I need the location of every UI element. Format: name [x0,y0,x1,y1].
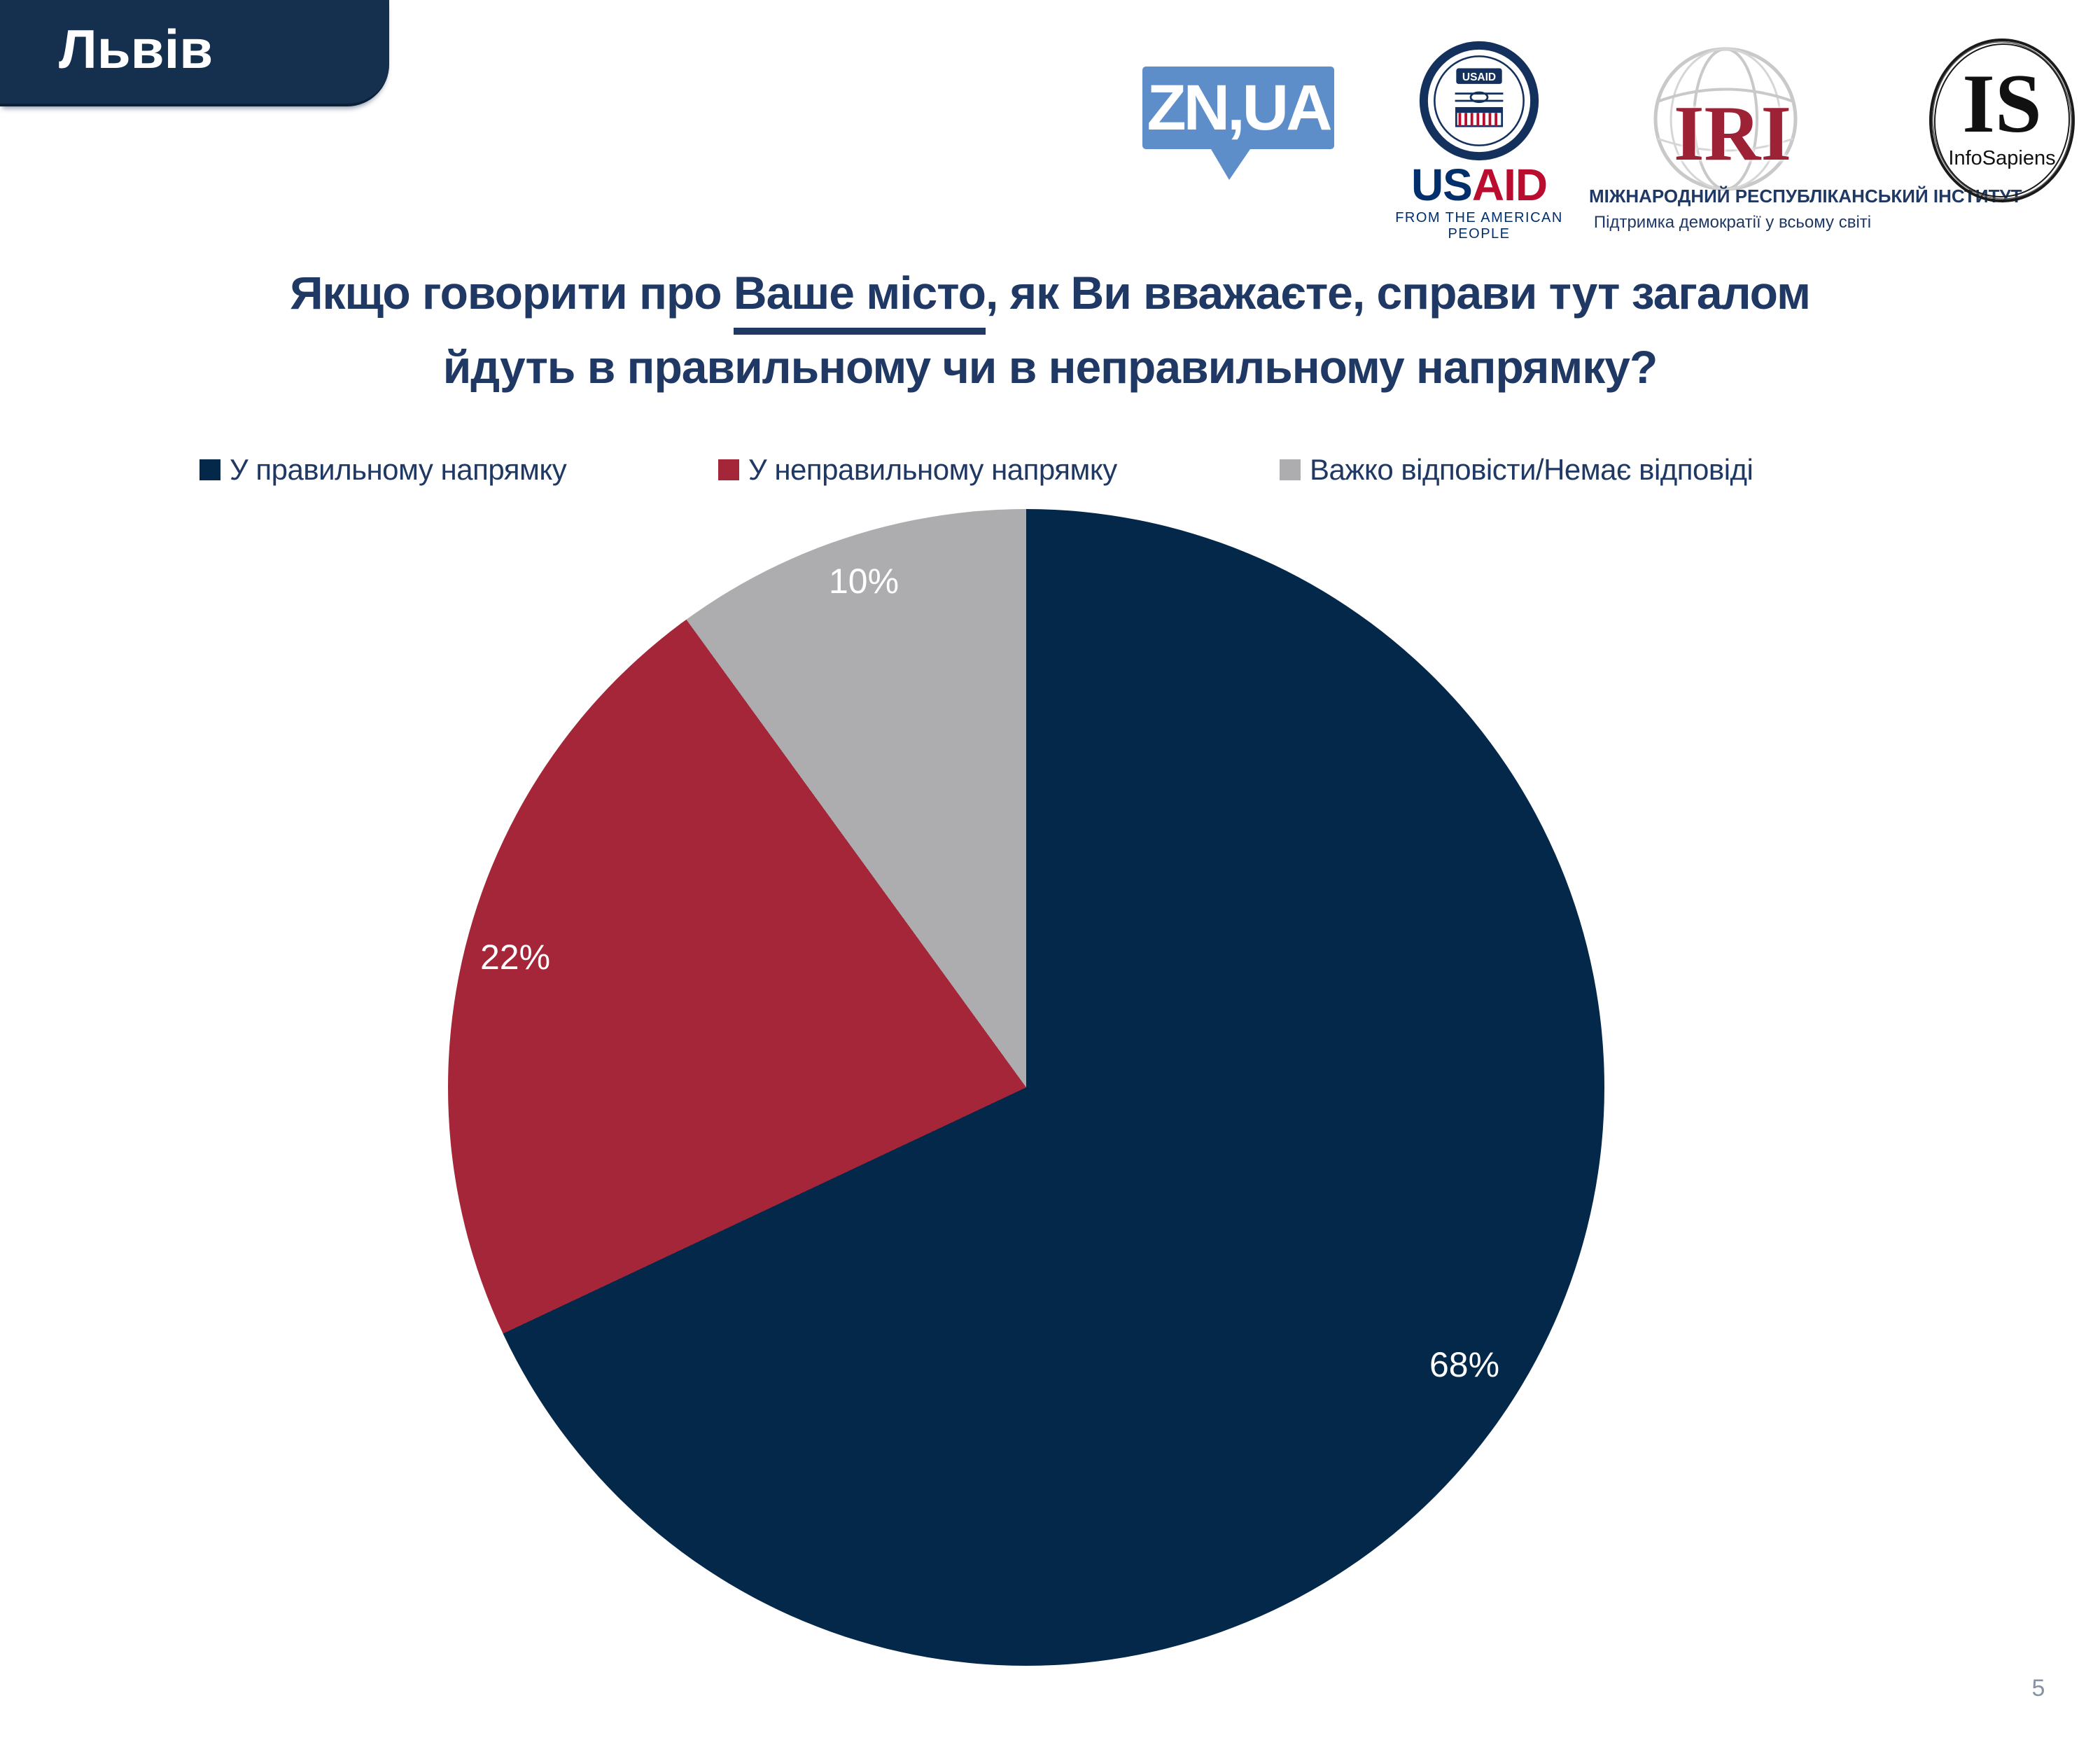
page-number: 5 [2031,1675,2045,1701]
legend-swatch-navy [200,459,220,480]
logo-bar: ZN,UA USAID USAID FROM THE AMERICAN PEOP… [1099,28,2093,242]
slice-label-22: 22% [479,938,551,977]
question-line-1: Якщо говорити про Ваше місто, як Ви вваж… [0,260,2100,335]
legend-label: Важко відповісти/Немає відповіді [1310,453,1754,486]
legend-label: У правильному напрямку [230,453,567,486]
usaid-logo: USAID USAID FROM THE AMERICAN PEOPLE [1378,41,1581,242]
question-line1-suffix: , як Ви вважаєте, справи тут загалом [985,267,1811,319]
legend-item-wrong-direction: У неправильному напрямку [718,453,1117,486]
usaid-wordmark-us: US [1410,160,1473,210]
pie-chart [448,509,1604,1666]
znua-logo-text: ZN,UA [1147,71,1332,144]
globe-icon [1653,47,1798,191]
question-line1-prefix: Якщо говорити про [290,267,734,319]
legend-item-right-direction: У правильному напрямку [200,453,567,486]
question-underlined-phrase: Ваше місто [733,260,986,335]
legend-swatch-red [718,459,739,480]
iri-acronym: IRI [1673,90,1792,177]
usaid-seal-icon: USAID [1419,41,1539,161]
legend-swatch-gray [1280,459,1301,480]
question-line-2: йдуть в правильному чи в неправильному н… [442,341,1658,394]
slice-label-10: 10% [828,562,899,601]
znua-logo: ZN,UA [1142,67,1338,180]
infosapiens-name: InfoSapiens [1948,147,2056,169]
city-header-tab: Львів [0,0,389,106]
infosapiens-logo: IS InfoSapiens [1925,35,2079,210]
iri-logo: IRI МІЖНАРОДНИЙ РЕСПУБЛІКАНСЬКИЙ ІНСТИТУ… [1589,32,2022,232]
infosapiens-acronym: IS [1962,57,2042,150]
infosapiens-ring-icon [1929,39,2075,202]
legend-item-hard-to-say: Важко відповісти/Немає відповіді [1280,453,1754,486]
chart-legend: У правильному напрямку У неправильному н… [0,453,2100,489]
iri-tagline: Підтримка демократії у всьому світі [1593,213,1872,232]
legend-label: У неправильному напрямку [748,453,1117,486]
usaid-wordmark: USAID [1378,162,1581,207]
usaid-tagline: FROM THE AMERICAN PEOPLE [1395,210,1563,242]
svg-text:USAID: USAID [1462,71,1496,83]
slice-label-68: 68% [1429,1345,1500,1384]
city-name: Львів [59,18,214,80]
znua-bubble-tail-icon [1211,149,1250,180]
question-title: Якщо говорити про Ваше місто, як Ви вваж… [0,260,2100,400]
znua-speech-bubble: ZN,UA [1142,67,1334,149]
usaid-wordmark-aid: AID [1471,160,1548,210]
iri-name: МІЖНАРОДНИЙ РЕСПУБЛІКАНСЬКИЙ ІНСТИТУТ [1589,186,2022,207]
